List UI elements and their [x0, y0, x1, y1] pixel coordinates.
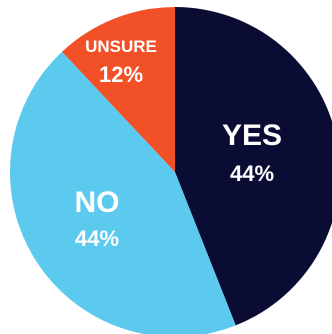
slice-value-unsure: 12% — [99, 62, 143, 87]
slice-label-no: NO — [75, 186, 120, 219]
pie-slices — [10, 7, 332, 334]
pie-labels: YES 44% NO 44% UNSURE 12% — [75, 37, 283, 251]
pie-slice-no — [10, 51, 236, 334]
pie-slice-yes — [175, 7, 332, 326]
pie-slice-unsure — [62, 7, 175, 172]
slice-label-unsure: UNSURE — [85, 37, 157, 56]
slice-value-yes: 44% — [230, 161, 274, 186]
slice-label-yes: YES — [222, 119, 282, 152]
slice-value-no: 44% — [75, 226, 119, 251]
